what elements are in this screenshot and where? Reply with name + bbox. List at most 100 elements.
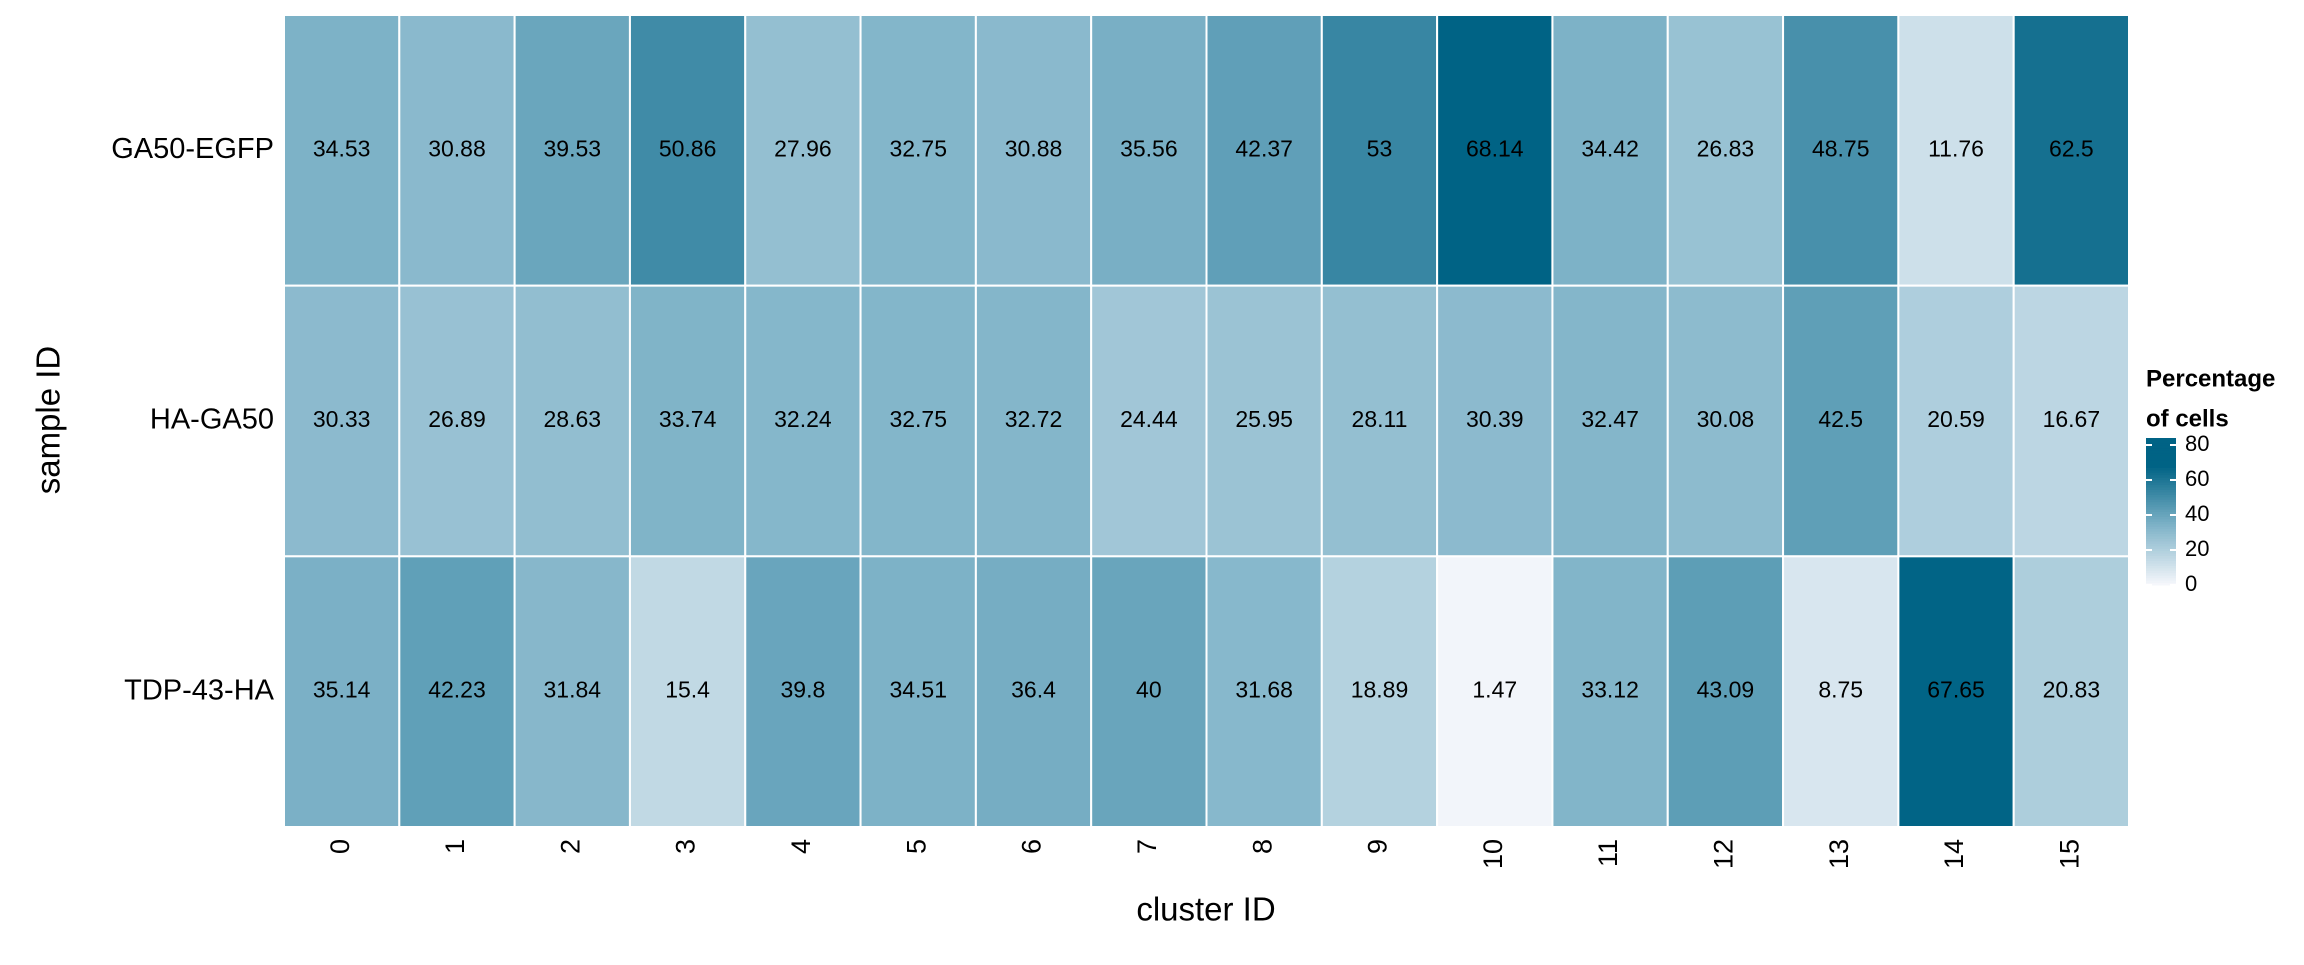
cell-label: 30.88 [1005,135,1063,161]
heatmap-cell [628,284,747,558]
colorbar-tick-label: 20 [2185,536,2209,561]
cell-label: 28.11 [1352,406,1408,432]
cell-label: 1.47 [1472,677,1517,703]
heatmap-cell [859,284,977,558]
colorbar-segment [2146,474,2176,478]
heatmap-cell [1551,284,1669,558]
cell-label: 30.33 [313,406,371,432]
heatmap-cell [744,284,862,558]
heatmap-cell [2012,14,2130,287]
cell-label: 31.84 [544,677,602,703]
colorbar-segment [2146,455,2176,459]
cell-label: 20.59 [1927,406,1985,432]
cell-label: 35.56 [1120,135,1178,161]
x-tick-label: 4 [786,839,816,854]
colorbar-segment [2146,472,2176,476]
colorbar-segment [2146,496,2176,500]
cell-label: 28.63 [544,406,602,432]
colorbar-segment [2146,442,2176,446]
heatmap-cell [513,14,631,287]
colorbar-segment [2146,540,2176,544]
colorbar-segment [2146,462,2176,466]
heatmap-cell [513,284,631,558]
cell-label: 40 [1136,677,1162,703]
x-tick-label: 3 [671,839,701,854]
heatmap-cell [1897,284,2015,558]
colorbar-segment [2146,484,2176,488]
cell-label: 33.74 [659,406,717,432]
x-axis-title: cluster ID [1136,891,1275,928]
x-tick-label: 7 [1132,839,1162,854]
heatmap-cell [1897,555,2015,828]
cell-label: 32.75 [889,135,947,161]
cell-label: 42.23 [428,677,486,703]
cell-label: 30.88 [428,135,486,161]
heatmap-cell [398,14,516,287]
colorbar-segment [2146,555,2176,559]
cell-label: 24.44 [1120,406,1178,432]
heatmap-cell [1205,555,1323,828]
heatmap-cell [859,14,977,287]
heatmap-cell [2012,555,2130,828]
cell-label: 33.12 [1581,677,1639,703]
colorbar-segment [2146,499,2176,503]
heatmap-cell [398,284,516,558]
legend-title: of cells [2146,405,2229,432]
x-tick-label: 5 [901,839,931,854]
colorbar-segment [2146,506,2176,510]
cell-label: 35.14 [313,677,371,703]
colorbar-segment [2146,467,2176,471]
heatmap-cell [1436,284,1554,558]
colorbar-segment [2146,553,2176,557]
colorbar-segment [2146,560,2176,564]
heatmap-cell [1782,14,1900,287]
colorbar-segment [2146,489,2176,493]
colorbar-tick-label: 60 [2185,466,2209,491]
colorbar-segment [2146,577,2176,581]
x-tick-label: 0 [325,839,355,854]
cell-label: 16.67 [2043,406,2101,432]
x-tick-label: 10 [1478,839,1508,869]
cell-label: 8.75 [1818,677,1863,703]
colorbar-segment [2146,504,2176,508]
colorbar-segment [2146,464,2176,468]
colorbar-segment [2146,469,2176,473]
heatmap-cell [1090,555,1208,828]
colorbar-segment [2146,536,2176,539]
legend-title: Percentage [2146,365,2275,392]
x-tick-label: 13 [1824,839,1854,869]
heatmap-cell [628,14,747,287]
heatmap-cell [974,284,1093,558]
colorbar-segment [2146,567,2176,571]
cell-label: 32.75 [889,406,947,432]
cell-label: 48.75 [1812,135,1870,161]
cell-label: 42.37 [1235,135,1293,161]
cell-label: 30.08 [1697,406,1755,432]
cell-label: 32.72 [1005,406,1063,432]
heatmap-cell [1436,555,1554,828]
cell-label: 27.96 [774,135,832,161]
colorbar-segment [2146,518,2176,522]
heatmap-cell [974,555,1093,828]
colorbar-segment [2146,550,2176,554]
cell-label: 62.5 [2049,135,2094,161]
y-tick-label: TDP-43-HA [124,674,275,706]
heatmap-cell [1205,284,1323,558]
colorbar-segment [2146,582,2176,586]
cell-label: 32.24 [774,406,832,432]
cell-label: 67.65 [1927,677,1985,703]
y-tick-label: GA50-EGFP [111,133,274,165]
colorbar-segment [2146,558,2176,561]
colorbar-segment [2146,491,2176,495]
colorbar-tick-label: 80 [2185,431,2209,456]
colorbar-segment [2146,572,2176,576]
colorbar-segment [2146,528,2176,532]
colorbar-segment [2146,460,2176,463]
colorbar-segment [2146,479,2176,483]
colorbar-segment [2146,501,2176,505]
cell-label: 39.8 [781,677,826,703]
heatmap-cell [1320,555,1439,828]
x-tick-label: 14 [1939,839,1969,869]
cell-label: 15.4 [665,677,710,703]
